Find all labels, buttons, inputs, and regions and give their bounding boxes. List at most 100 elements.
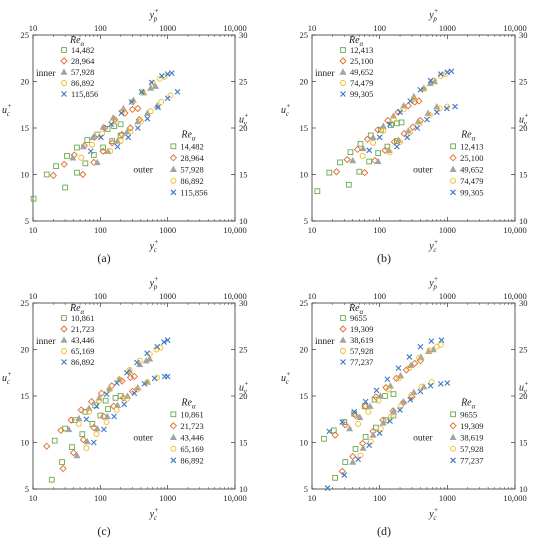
inner-point-5 (427, 77, 434, 84)
inner-point-2 (87, 397, 96, 406)
legend-outer-marker (170, 143, 177, 150)
inner-point-4 (99, 130, 105, 137)
legend-inner-marker (340, 47, 346, 53)
inner-point-5 (407, 98, 414, 104)
y-right-tick-label: 30 (519, 298, 528, 308)
y-left-tick-label: 10 (21, 438, 30, 448)
y-left-tick-label: 5 (25, 216, 29, 226)
x-tick-label: 100 (373, 493, 386, 503)
outer-point-2 (69, 449, 78, 457)
legend-outer-title: Reα (460, 129, 476, 142)
outer-point-5 (144, 115, 151, 122)
legend-outer-label: 77,237 (460, 455, 483, 465)
inner-point-5 (428, 338, 435, 345)
y-left-axis-label: u+ c (2, 102, 12, 118)
outer-point-5 (407, 396, 414, 403)
outer-point-1 (79, 431, 86, 437)
legend-inner-marker (61, 315, 67, 321)
legend-inner-label: 57,928 (350, 346, 373, 356)
outer-point-2 (100, 412, 108, 421)
inner-point-4 (78, 154, 85, 161)
inner-point-5 (373, 387, 380, 394)
legend-outer-label: 19,309 (460, 421, 483, 431)
legend-inner-marker (339, 325, 347, 333)
x-top-tick-label: 10 (29, 291, 38, 301)
outer-point-2 (108, 139, 116, 147)
inner-point-4 (86, 408, 93, 415)
y-right-tick-label: 25 (239, 345, 248, 355)
legend-outer-marker (169, 422, 178, 430)
outer-point-1 (375, 150, 382, 156)
x-tick-label: 1000 (159, 225, 176, 235)
outer-point-3 (123, 128, 131, 135)
outer-point-4 (408, 392, 415, 399)
x-top-tick-label: 10 (308, 23, 317, 33)
inner-point-2 (353, 145, 362, 154)
inner-point-5 (406, 354, 413, 360)
x-tick-label: 10 (308, 225, 317, 235)
outer-point-3 (143, 109, 151, 116)
legend-outer-label: 43,446 (180, 432, 203, 442)
y-right-tick-label: 15 (519, 438, 528, 448)
outer-point-2 (118, 130, 126, 139)
legend-outer-marker (169, 433, 177, 441)
outer-point-1 (345, 181, 352, 188)
x-top-axis-label: y+ p (149, 7, 159, 23)
x-tick-label: 100 (373, 225, 386, 235)
panel-label: (d) (377, 524, 391, 538)
inner-point-2 (416, 357, 425, 365)
inner-point-4 (400, 106, 407, 113)
inner-point-1 (112, 395, 119, 401)
x-tick-label: 10,000 (503, 493, 526, 503)
inner-point-2 (361, 402, 370, 410)
inner-point-5 (98, 134, 104, 141)
inner-point-5 (128, 99, 135, 105)
inner-point-3 (400, 102, 408, 109)
inner-point-3 (65, 425, 73, 433)
y-left-tick-label: 20 (21, 345, 30, 355)
y-right-axis-label: u+ y (239, 111, 249, 127)
outer-point-5 (366, 442, 373, 449)
x-top-tick-label: 10,000 (503, 291, 526, 301)
inner-point-4 (431, 77, 438, 84)
inner-point-2 (67, 416, 75, 424)
inner-point-5 (448, 68, 455, 75)
inner-point-5 (362, 398, 369, 405)
y-left-tick-label: 20 (300, 345, 309, 355)
inner-point-5 (118, 110, 125, 117)
legend-outer-label: 14,482 (180, 141, 203, 151)
y-right-axis-label: u+ y (519, 111, 529, 127)
inner-point-2 (128, 105, 137, 114)
outer-label: outer (133, 433, 153, 443)
x-top-axis-label: y+ p (428, 275, 438, 291)
legend-outer-label: 10,861 (180, 409, 203, 419)
inner-point-5 (134, 359, 140, 366)
inner-point-4 (416, 354, 423, 361)
y-right-tick-label: 10 (519, 484, 528, 494)
inner-point-3 (75, 414, 83, 422)
inner-point-2 (60, 160, 68, 168)
legend-outer-label: 57,928 (460, 444, 483, 454)
legend-outer-label: 12,413 (460, 141, 483, 151)
legend-inner-label: 21,723 (71, 324, 94, 334)
y-right-tick-label: 15 (239, 438, 248, 448)
inner-point-5 (83, 416, 90, 423)
inner-point-5 (164, 71, 171, 77)
inner-label: inner (36, 69, 56, 79)
outer-point-5 (121, 401, 128, 408)
x-top-tick-label: 100 (373, 23, 386, 33)
outer-point-5 (134, 125, 141, 131)
inner-point-2 (411, 98, 419, 106)
outer-point-4 (357, 452, 364, 459)
x-tick-label: 10 (308, 493, 317, 503)
inner-point-4 (380, 127, 387, 134)
legend-inner-title: Reα (69, 303, 85, 316)
x-top-tick-label: 100 (94, 291, 107, 301)
legend-outer-label: 86,892 (180, 176, 203, 186)
inner-point-3 (119, 104, 127, 112)
inner-point-1 (51, 437, 58, 444)
x-tick-label: 100 (94, 493, 107, 503)
outer-point-5 (90, 439, 97, 446)
y-left-tick-label: 20 (21, 77, 30, 87)
